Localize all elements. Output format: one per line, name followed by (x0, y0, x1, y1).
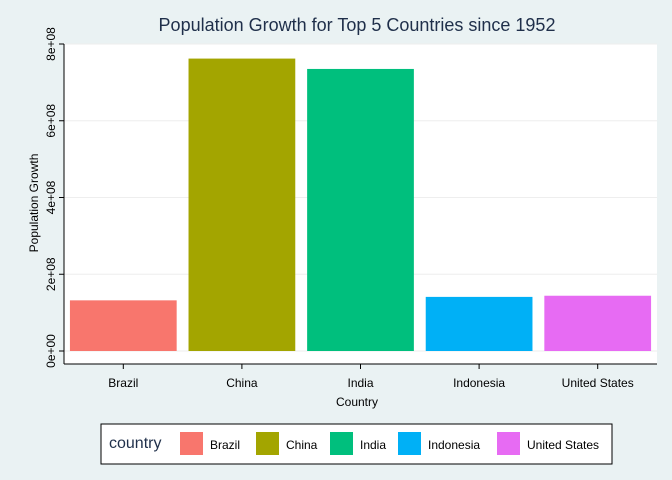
bar-india (307, 68, 414, 351)
y-tick-label: 6e+08 (44, 104, 58, 138)
y-tick-label: 4e+08 (44, 180, 58, 214)
y-axis-title: Population Growth (27, 154, 41, 253)
legend-swatch-brazil (180, 432, 203, 455)
legend-label: United States (527, 438, 599, 452)
legend-title: country (109, 435, 161, 452)
bar-indonesia (425, 296, 533, 351)
legend-label: China (286, 438, 318, 452)
bar-brazil (69, 300, 177, 351)
legend-items: Brazil China India Indonesia United States (180, 432, 599, 455)
x-tick-label: United States (562, 376, 634, 390)
legend-label: Brazil (210, 438, 240, 452)
y-tick-label: 0e+00 (44, 334, 58, 368)
legend-swatch-united-states (497, 432, 520, 455)
legend-label: Indonesia (428, 438, 480, 452)
y-tick-label: 2e+08 (44, 257, 58, 291)
x-axis: Brazil China India Indonesia United States (64, 363, 657, 390)
legend-swatch-china (256, 432, 279, 455)
legend: country Brazil China India Indonesia United … (100, 423, 613, 465)
legend-swatch-indonesia (398, 432, 421, 455)
x-tick-label: India (347, 376, 373, 390)
y-axis: 0e+00 2e+08 4e+08 6e+08 8e+08 (44, 27, 65, 368)
bar-united-states (544, 295, 652, 351)
y-tick-label: 8e+08 (44, 27, 58, 61)
bar-china (188, 58, 296, 352)
x-tick-label: China (226, 376, 258, 390)
x-tick-label: Brazil (108, 376, 138, 390)
x-axis-title: Country (336, 395, 378, 409)
legend-swatch-india (330, 432, 353, 455)
chart-title: Population Growth for Top 5 Countries si… (159, 15, 556, 35)
bars (69, 58, 652, 352)
legend-label: India (360, 438, 386, 452)
x-tick-label: Indonesia (453, 376, 505, 390)
